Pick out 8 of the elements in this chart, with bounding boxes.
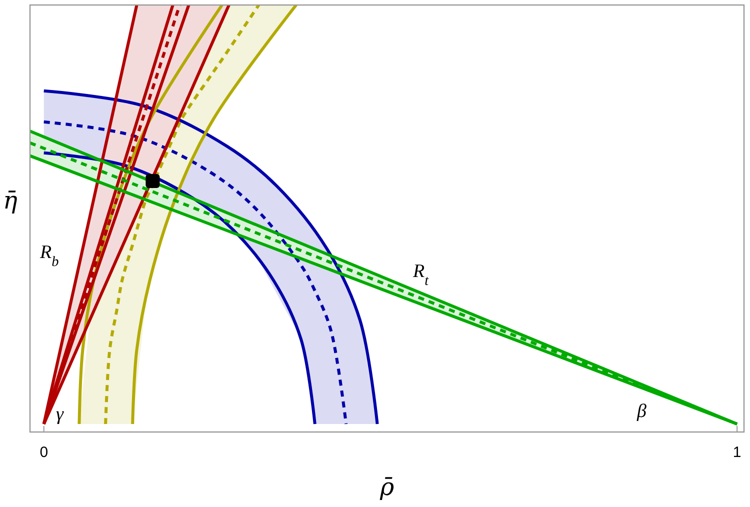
x-axis-title: ρ̄ xyxy=(378,473,394,501)
x-tick-label: 1 xyxy=(732,444,742,461)
x-tick-label: 0 xyxy=(40,444,48,461)
annotation: R$_{b}$ xyxy=(39,242,59,270)
annotation: β xyxy=(636,401,647,422)
annotation: γ xyxy=(56,404,64,425)
y-axis-title: η̄ xyxy=(3,186,18,214)
annotation: R$_{t}$ xyxy=(412,261,430,289)
